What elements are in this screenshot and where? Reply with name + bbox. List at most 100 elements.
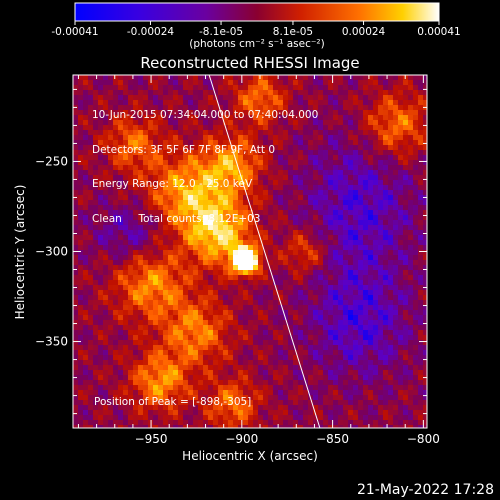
heatmap-cell <box>393 305 399 311</box>
heatmap-cell <box>263 275 269 281</box>
heatmap-cell <box>208 335 214 341</box>
heatmap-cell <box>308 85 314 91</box>
heatmap-cell <box>318 160 324 166</box>
heatmap-cell <box>278 425 284 428</box>
heatmap-cell <box>258 105 264 111</box>
heatmap-cell <box>138 265 144 271</box>
heatmap-cell <box>168 315 174 321</box>
heatmap-cell <box>308 245 314 251</box>
heatmap-cell <box>268 175 274 181</box>
heatmap-cell <box>93 365 99 371</box>
heatmap-cell <box>408 285 414 291</box>
heatmap-cell <box>298 295 304 301</box>
heatmap-cell <box>128 405 134 411</box>
heatmap-cell <box>398 250 404 256</box>
heatmap-cell <box>413 255 419 261</box>
heatmap-cell <box>133 380 139 386</box>
heatmap-cell <box>203 395 209 401</box>
heatmap-cell <box>158 405 164 411</box>
heatmap-cell <box>73 320 79 326</box>
heatmap-cell <box>248 165 254 171</box>
heatmap-cell <box>403 425 409 428</box>
heatmap-cell <box>293 290 299 296</box>
heatmap-cell <box>238 375 244 381</box>
heatmap-cell <box>193 230 199 236</box>
heatmap-cell <box>233 330 239 336</box>
heatmap-cell <box>293 75 299 81</box>
heatmap-cell <box>148 350 154 356</box>
heatmap-cell <box>218 335 224 341</box>
heatmap-cell <box>318 185 324 191</box>
heatmap-cell <box>93 160 99 166</box>
heatmap-cell <box>408 410 414 416</box>
heatmap-cell <box>98 425 104 428</box>
heatmap-cell <box>408 425 414 428</box>
heatmap-cell <box>138 370 144 376</box>
heatmap-cell <box>213 315 219 321</box>
heatmap-cell <box>238 320 244 326</box>
heatmap-cell <box>373 285 379 291</box>
heatmap-cell <box>373 215 379 221</box>
heatmap-cell <box>338 160 344 166</box>
heatmap-cell <box>143 390 149 396</box>
heatmap-cell <box>238 230 244 236</box>
heatmap-cell <box>178 95 184 101</box>
heatmap-cell <box>243 250 249 256</box>
heatmap-cell <box>293 125 299 131</box>
heatmap-cell <box>133 340 139 346</box>
heatmap-cell <box>153 240 159 246</box>
heatmap-cell <box>143 135 149 141</box>
heatmap-cell <box>218 415 224 421</box>
heatmap-cell <box>113 255 119 261</box>
heatmap-cell <box>373 365 379 371</box>
heatmap-cell <box>218 150 224 156</box>
heatmap-cell <box>378 245 384 251</box>
heatmap-cell <box>378 375 384 381</box>
heatmap-cell <box>223 375 229 381</box>
heatmap-cell <box>328 375 334 381</box>
heatmap-cell <box>88 110 94 116</box>
heatmap-cell <box>103 250 109 256</box>
heatmap-cell <box>108 110 114 116</box>
heatmap-cell <box>383 420 389 426</box>
heatmap-cell <box>158 210 164 216</box>
heatmap-cell <box>338 180 344 186</box>
heatmap-cell <box>118 355 124 361</box>
heatmap-cell <box>243 90 249 96</box>
heatmap-cell <box>313 275 319 281</box>
heatmap-cell <box>298 360 304 366</box>
heatmap-cell <box>173 415 179 421</box>
heatmap-cell <box>328 105 334 111</box>
heatmap-cell <box>398 110 404 116</box>
heatmap-cell <box>98 305 104 311</box>
heatmap-cell <box>288 285 294 291</box>
heatmap-cell <box>218 310 224 316</box>
heatmap-cell <box>318 115 324 121</box>
heatmap-cell <box>243 140 249 146</box>
heatmap-cell <box>253 75 259 81</box>
heatmap-cell <box>313 155 319 161</box>
heatmap-cell <box>373 185 379 191</box>
heatmap-cell <box>183 315 189 321</box>
heatmap-cell <box>233 75 239 81</box>
heatmap-cell <box>233 125 239 131</box>
heatmap-cell <box>113 110 119 116</box>
heatmap-cell <box>283 210 289 216</box>
heatmap-cell <box>78 190 84 196</box>
heatmap-cell <box>198 340 204 346</box>
heatmap-cell <box>278 215 284 221</box>
heatmap-cell <box>383 400 389 406</box>
heatmap-cell <box>198 215 204 221</box>
heatmap-cell <box>333 245 339 251</box>
heatmap-cell <box>108 380 114 386</box>
heatmap-cell <box>118 275 124 281</box>
heatmap-cell <box>118 210 124 216</box>
heatmap-cell <box>283 285 289 291</box>
heatmap-cell <box>93 110 99 116</box>
heatmap-cell <box>273 375 279 381</box>
heatmap-cell <box>113 310 119 316</box>
heatmap-cell <box>143 400 149 406</box>
heatmap-cell <box>98 165 104 171</box>
heatmap-cell <box>298 190 304 196</box>
heatmap-cell <box>98 125 104 131</box>
